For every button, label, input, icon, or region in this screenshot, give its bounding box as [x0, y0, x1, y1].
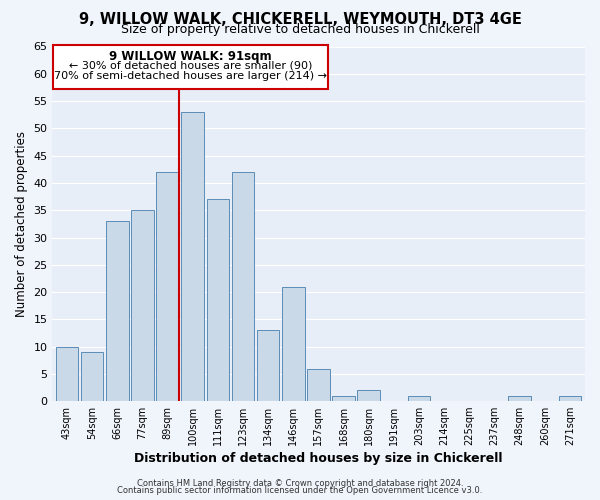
Y-axis label: Number of detached properties: Number of detached properties — [15, 131, 28, 317]
Bar — [206, 200, 229, 402]
Text: 70% of semi-detached houses are larger (214) →: 70% of semi-detached houses are larger (… — [54, 71, 327, 81]
Bar — [307, 368, 330, 402]
Bar — [559, 396, 581, 402]
Text: ← 30% of detached houses are smaller (90): ← 30% of detached houses are smaller (90… — [69, 60, 313, 70]
Bar — [358, 390, 380, 402]
Bar — [181, 112, 204, 402]
Bar — [156, 172, 179, 402]
Bar — [106, 221, 128, 402]
Bar — [332, 396, 355, 402]
Text: 9, WILLOW WALK, CHICKERELL, WEYMOUTH, DT3 4GE: 9, WILLOW WALK, CHICKERELL, WEYMOUTH, DT… — [79, 12, 521, 28]
X-axis label: Distribution of detached houses by size in Chickerell: Distribution of detached houses by size … — [134, 452, 503, 465]
Bar — [282, 286, 305, 402]
Text: 9 WILLOW WALK: 91sqm: 9 WILLOW WALK: 91sqm — [109, 50, 272, 63]
Bar — [232, 172, 254, 402]
Bar — [81, 352, 103, 402]
Bar — [257, 330, 280, 402]
Bar — [56, 347, 78, 402]
Bar — [508, 396, 531, 402]
Bar — [131, 210, 154, 402]
Bar — [408, 396, 430, 402]
Text: Contains HM Land Registry data © Crown copyright and database right 2024.: Contains HM Land Registry data © Crown c… — [137, 478, 463, 488]
Text: Size of property relative to detached houses in Chickerell: Size of property relative to detached ho… — [121, 22, 479, 36]
Text: Contains public sector information licensed under the Open Government Licence v3: Contains public sector information licen… — [118, 486, 482, 495]
Bar — [53, 45, 328, 89]
